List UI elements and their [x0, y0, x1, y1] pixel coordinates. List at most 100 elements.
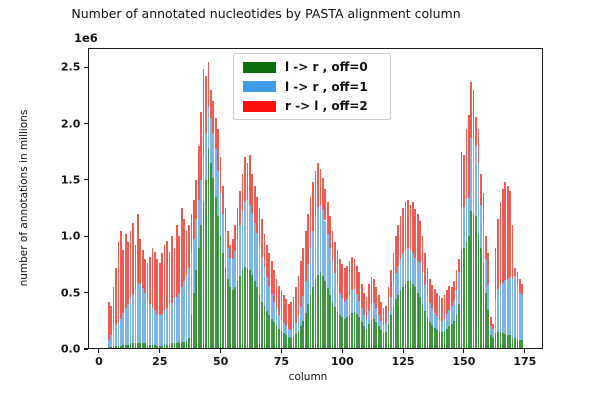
- bar-segment: [295, 323, 297, 335]
- bar-segment: [261, 256, 263, 302]
- bar-segment: [453, 281, 456, 301]
- y-axis-label: number of annotations in millions: [18, 109, 30, 287]
- bar-segment: [460, 249, 463, 349]
- bar-segment: [416, 292, 419, 349]
- bar-segment: [450, 287, 453, 307]
- bar-segment: [480, 247, 482, 349]
- bar-segment: [161, 314, 164, 346]
- bar-segment: [460, 151, 463, 207]
- bar-segment: [307, 264, 310, 304]
- bar-segment: [110, 346, 112, 349]
- bar-segment: [241, 211, 244, 271]
- bar-segment: [144, 258, 147, 293]
- bar-segment: [358, 272, 361, 301]
- bar-segment: [197, 200, 200, 248]
- bar-segment: [192, 238, 195, 293]
- bar-segment: [175, 343, 178, 349]
- bar-segment: [258, 245, 261, 295]
- bar-segment: [265, 310, 268, 349]
- bar-segment: [229, 245, 232, 258]
- y-tick-mark: [84, 292, 88, 294]
- bar-segment: [283, 333, 285, 349]
- y-tick-label: 2.0: [60, 117, 81, 130]
- bar-segment: [278, 285, 280, 316]
- bar-segment: [436, 329, 438, 349]
- bar-segment: [514, 267, 516, 276]
- bar-segment: [222, 253, 224, 349]
- bar-segment: [392, 253, 395, 284]
- bar-segment: [314, 170, 317, 216]
- bar-segment: [436, 292, 438, 317]
- bar-segment: [146, 344, 149, 349]
- bar-segment: [309, 196, 312, 248]
- y-tick-label: 0.5: [60, 286, 81, 300]
- bar-segment: [236, 208, 239, 239]
- bar-segment: [482, 193, 485, 223]
- bar-segment: [363, 315, 365, 327]
- bar-segment: [151, 247, 154, 309]
- bar-segment: [168, 252, 171, 304]
- bar-segment: [443, 294, 446, 319]
- bar-segment: [239, 275, 241, 349]
- x-tick-mark: [524, 349, 526, 353]
- bar-segment: [302, 320, 305, 349]
- bar-segment: [346, 265, 348, 300]
- bar-segment: [224, 267, 227, 349]
- bar-segment: [263, 266, 266, 307]
- bar-segment: [458, 303, 460, 349]
- bar-segment: [292, 297, 295, 328]
- bar-segment: [129, 298, 132, 344]
- bar-segment: [263, 234, 266, 267]
- bar-segment: [373, 318, 375, 349]
- bar-segment: [390, 270, 392, 298]
- bar-segment: [409, 249, 412, 282]
- bar-segment: [188, 337, 190, 349]
- bar-segment: [455, 290, 458, 316]
- bar-segment: [431, 284, 434, 309]
- bar-segment: [385, 332, 387, 349]
- bar-segment: [375, 308, 378, 322]
- bar-segment: [365, 318, 368, 329]
- y-tick-label: 1.5: [60, 173, 81, 187]
- bar-segment: [475, 116, 477, 147]
- y-tick-label: 1.0: [60, 229, 81, 243]
- bar-segment: [219, 157, 222, 194]
- bar-segment: [431, 308, 434, 326]
- bar-segment: [460, 206, 463, 250]
- bar-segment: [144, 343, 147, 349]
- bar-segment: [448, 326, 451, 349]
- x-tick-mark: [159, 349, 161, 353]
- bar-segment: [270, 293, 273, 319]
- x-tick-mark: [220, 349, 222, 353]
- bar-segment: [273, 321, 275, 349]
- bar-segment: [497, 219, 499, 290]
- bar-segment: [467, 236, 470, 349]
- bar-segment: [195, 179, 198, 220]
- bar-segment: [331, 301, 334, 349]
- bar-segment: [183, 342, 185, 349]
- bar-segment: [120, 230, 122, 319]
- bar-segment: [188, 225, 190, 268]
- bar-segment: [207, 61, 210, 107]
- bar-segment: [455, 315, 458, 349]
- bar-segment: [373, 279, 375, 303]
- bar-segment: [492, 328, 494, 338]
- bar-segment: [358, 317, 361, 349]
- bar-segment: [275, 308, 278, 326]
- bar-segment: [404, 202, 407, 250]
- bar-segment: [178, 292, 181, 343]
- axes-frame: [88, 48, 543, 349]
- bar-segment: [506, 185, 509, 280]
- bar-segment: [480, 204, 482, 248]
- bar-segment: [358, 300, 361, 318]
- bar-segment: [117, 323, 120, 346]
- bar-segment: [492, 337, 494, 349]
- bar-segment: [112, 287, 115, 330]
- bar-segment: [302, 247, 305, 297]
- legend-row: l -> r , off=1: [243, 81, 381, 93]
- bar-segment: [356, 293, 358, 315]
- bar-segment: [392, 283, 395, 307]
- bar-segment: [319, 168, 322, 205]
- bar-segment: [219, 193, 222, 237]
- bar-segment: [351, 290, 353, 313]
